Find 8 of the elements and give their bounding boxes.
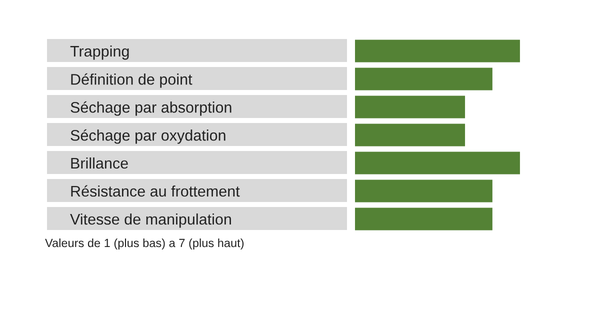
- text: Valeurs de 1 (plus bas) a 7 (plus haut): [45, 238, 244, 250]
- y-tick-label: Séchage par absorption: [70, 101, 232, 116]
- y-tick-label: Trapping: [70, 45, 129, 60]
- y-tick-label: Brillance: [71, 157, 128, 169]
- y-tick-label: Vitesse de manipulation: [70, 213, 231, 228]
- y-tick-label: Résistance au frottement: [71, 185, 240, 197]
- y-tick-label: Définition de point: [71, 73, 192, 88]
- y-tick-label: Séchage par oxydation: [70, 129, 226, 144]
